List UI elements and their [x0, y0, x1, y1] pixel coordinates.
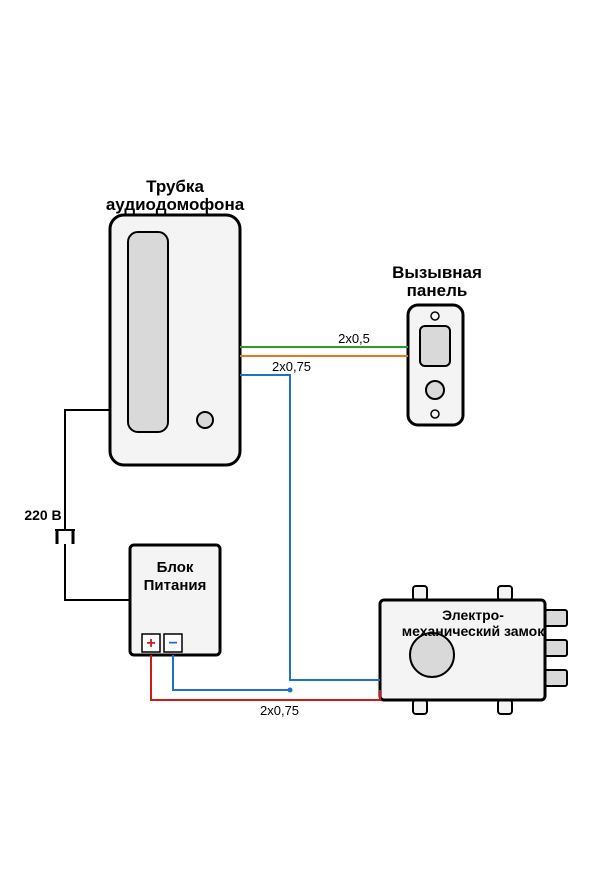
lock-mount-tab-2 [413, 700, 427, 714]
lock-knob [410, 633, 454, 677]
call-panel-speaker [420, 326, 450, 366]
lock-bolt-0 [545, 610, 567, 626]
wire-blue-psu [173, 655, 290, 690]
call-panel-label-l2: панель [407, 281, 468, 300]
psu-plus-sign: + [146, 635, 155, 652]
handset-label-l1: Трубка [146, 177, 204, 196]
handset-receiver [128, 232, 168, 432]
psu-label-l2: Питания [144, 577, 207, 594]
wire-mains-to-psu [65, 544, 130, 600]
lock-label-l2: механический замок [402, 623, 546, 639]
lock-mount-tab-1 [498, 586, 512, 600]
wire-blue-main [240, 375, 380, 680]
call-panel-button [426, 381, 444, 399]
lock-bolt-1 [545, 640, 567, 656]
wiring-diagram: Трубкааудиодомофона Вызывнаяпанель БлокПит… [0, 0, 600, 888]
wire-bottom-caption: 2х0,75 [260, 703, 299, 718]
wire-green-caption: 2х0,5 [338, 331, 370, 346]
lock-mount-tab-3 [498, 700, 512, 714]
lock-mount-tab-0 [413, 586, 427, 600]
wire-red [151, 655, 380, 700]
mains-label: 220 В [24, 507, 61, 523]
wire-blue-junction [288, 688, 293, 693]
handset-label-l2: аудиодомофона [106, 195, 245, 214]
call-panel-label-l1: Вызывная [392, 263, 482, 282]
handset-button [197, 412, 213, 428]
wire-blue-top-caption: 2х0,75 [272, 359, 311, 374]
wire-mains [65, 410, 110, 530]
psu-label-l1: Блок [157, 559, 194, 576]
lock-bolt-2 [545, 670, 567, 686]
lock-label-l1: Электро- [442, 607, 504, 623]
psu-minus-sign: − [168, 635, 177, 652]
